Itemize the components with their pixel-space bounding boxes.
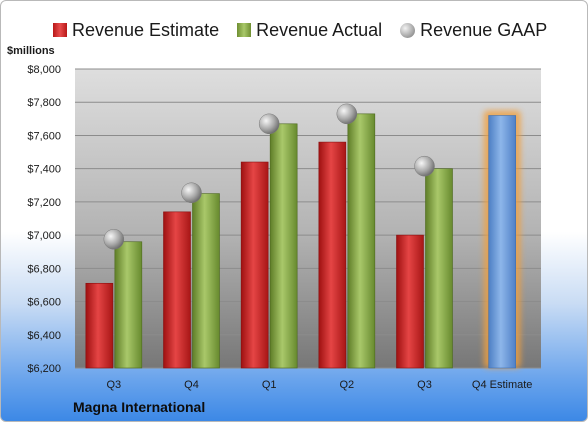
x-tick-label: Q2 <box>339 379 354 391</box>
x-tick-label: Q1 <box>262 379 277 391</box>
legend-label-actual: Revenue Actual <box>256 19 383 40</box>
x-tick-label: Q3 <box>106 379 121 391</box>
bar-actual <box>425 168 453 369</box>
legend-item-gaap: Revenue GAAP <box>400 20 547 41</box>
x-tick-label: Q4 <box>184 379 199 391</box>
y-tick-label: $7,000 <box>27 230 61 242</box>
gaap-marker <box>103 229 125 250</box>
company-name: Magna International <box>73 399 206 415</box>
y-tick-label: $6,200 <box>27 363 61 375</box>
y-tick-label: $7,600 <box>27 130 61 142</box>
y-axis-unit: $millions <box>7 45 55 57</box>
y-tick-label: $6,800 <box>27 263 61 275</box>
legend-label-gaap: Revenue GAAP <box>420 19 548 40</box>
y-tick-label: $6,600 <box>27 297 61 309</box>
bar-estimate <box>163 211 191 369</box>
legend-item-actual: Revenue Actual <box>237 20 382 41</box>
bar-estimate <box>85 282 114 369</box>
gaap-marker <box>414 155 435 177</box>
gaap-marker <box>258 113 280 135</box>
y-tick-label: $7,400 <box>27 164 61 176</box>
estimate-swatch-icon <box>53 23 67 37</box>
gaap-marker <box>336 103 358 125</box>
bar-actual <box>269 123 298 369</box>
actual-swatch-icon <box>237 23 252 37</box>
legend: Revenue Estimate Revenue Actual Revenue … <box>53 19 565 41</box>
x-tick-label: Q4 Estimate <box>472 379 533 391</box>
legend-item-estimate: Revenue Estimate <box>53 20 219 41</box>
bar-actual <box>347 113 376 369</box>
gaap-ball-icon <box>400 22 416 38</box>
y-tick-label: $7,800 <box>27 97 61 109</box>
y-tick-label: $7,200 <box>27 197 61 209</box>
bar-estimate <box>318 141 347 369</box>
x-tick-label: Q3 <box>417 379 432 391</box>
y-tick-label: $8,000 <box>27 64 61 76</box>
gaap-marker <box>181 182 202 204</box>
bar-estimate <box>396 234 424 369</box>
y-tick-label: $6,400 <box>27 330 61 342</box>
bar-actual <box>192 193 220 369</box>
bar-estimate-highlight <box>488 115 516 369</box>
bar-estimate <box>240 161 269 369</box>
plot-background <box>75 69 541 368</box>
legend-label-estimate: Revenue Estimate <box>72 19 220 40</box>
bar-actual <box>114 241 143 369</box>
